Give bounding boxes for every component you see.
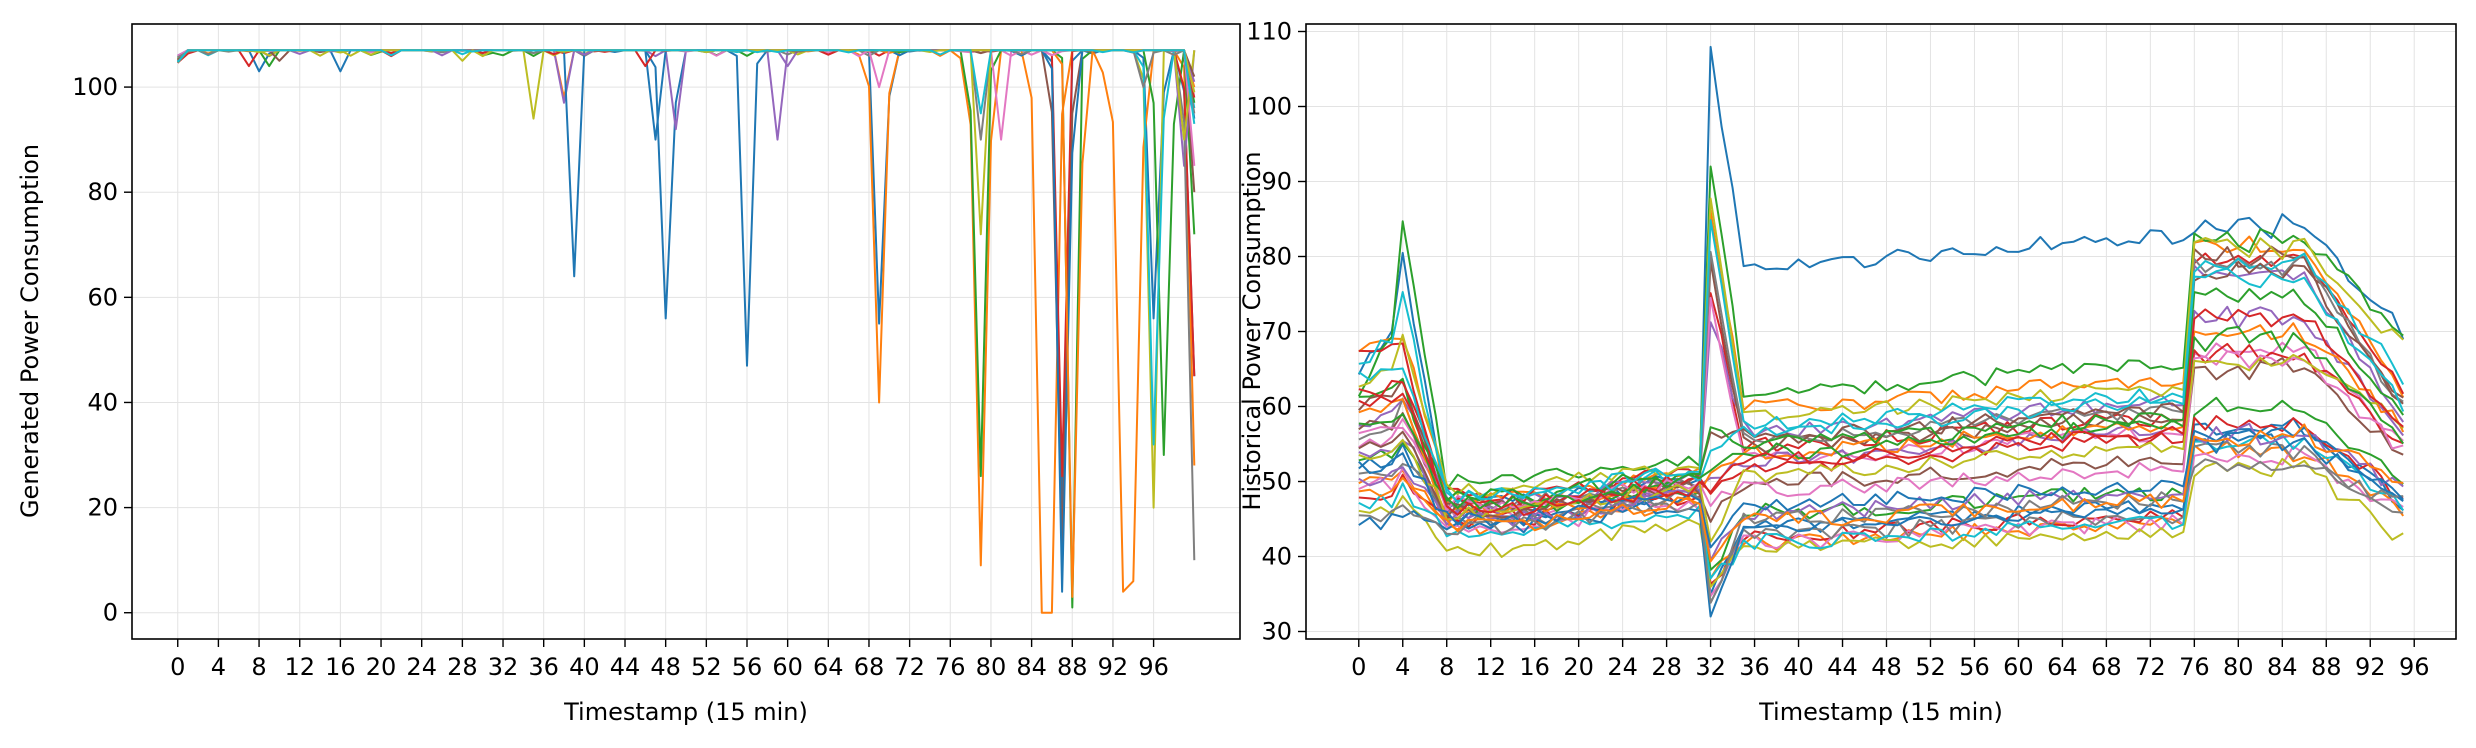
- right-series-line-18: [1358, 440, 2404, 604]
- right-x-tick-label: 72: [2135, 653, 2166, 681]
- right-x-tick-label: 16: [1519, 653, 1550, 681]
- right-series-line-23: [1358, 287, 2405, 503]
- right-y-axis-label: Historical Power Consumption: [1238, 151, 1266, 510]
- right-x-tick-label: 96: [2399, 653, 2430, 681]
- right-y-tick-label: 100: [1246, 93, 1292, 121]
- left-y-tick-label: 40: [87, 388, 118, 416]
- right-series-line-24: [1358, 342, 2404, 510]
- left-x-tick-label: 96: [1138, 653, 1169, 681]
- right-x-tick-label: 92: [2355, 653, 2386, 681]
- right-series-line-32: [1358, 423, 2404, 563]
- right-series-line-30: [1358, 267, 2405, 504]
- right-x-tick-label: 0: [1351, 653, 1366, 681]
- left-y-tick-label: 20: [87, 494, 118, 522]
- left-x-tick-label: 12: [284, 653, 315, 681]
- right-x-ticks: 0 4 8 12 16 20 24 28 32 36 40 44 48 52 56 60 64 68 72 76 80 8…: [1351, 639, 2429, 681]
- right-series-line-27: [1358, 350, 2404, 513]
- right-x-tick-label: 84: [2267, 653, 2298, 681]
- right-grid: [1306, 24, 2456, 639]
- left-x-tick-label: 64: [813, 653, 844, 681]
- left-x-tick-label: 48: [650, 653, 681, 681]
- left-x-tick-label: 16: [325, 653, 356, 681]
- left-x-tick-label: 60: [772, 653, 803, 681]
- right-x-tick-label: 88: [2311, 653, 2342, 681]
- right-x-tick-label: 64: [2047, 653, 2078, 681]
- left-x-tick-label: 56: [732, 653, 763, 681]
- right-x-tick-label: 56: [1959, 653, 1990, 681]
- right-x-tick-label: 28: [1651, 653, 1682, 681]
- right-y-tick-label: 40: [1261, 543, 1292, 571]
- left-x-tick-label: 72: [894, 653, 925, 681]
- left-x-tick-label: 4: [211, 653, 226, 681]
- left-x-tick-label: 68: [854, 653, 885, 681]
- right-x-tick-label: 36: [1739, 653, 1770, 681]
- left-x-axis-label: Timestamp (15 min): [563, 698, 808, 726]
- right-x-tick-label: 44: [1827, 653, 1858, 681]
- left-y-tick-label: 0: [103, 599, 118, 627]
- right-series-line-14: [1358, 415, 2404, 585]
- right-y-tick-label: 50: [1261, 468, 1292, 496]
- right-x-tick-label: 12: [1475, 653, 1506, 681]
- right-y-tick-label: 30: [1261, 618, 1292, 646]
- right-x-tick-label: 48: [1871, 653, 1902, 681]
- right-x-tick-label: 80: [2223, 653, 2254, 681]
- left-plot-frame: [131, 23, 1241, 640]
- left-x-tick-label: 80: [976, 653, 1007, 681]
- right-series-line-31: [1358, 426, 2404, 549]
- left-x-tick-label: 44: [610, 653, 641, 681]
- right-series-line-17: [1358, 445, 2404, 598]
- right-series-line-28: [1358, 458, 2404, 604]
- right-x-tick-label: 52: [1915, 653, 1946, 681]
- right-x-tick-label: 40: [1783, 653, 1814, 681]
- right-series-line-9: [1358, 197, 2404, 497]
- right-x-tick-label: 60: [2003, 653, 2034, 681]
- right-y-tick-label: 90: [1261, 168, 1292, 196]
- left-x-tick-label: 20: [366, 653, 397, 681]
- left-grid: [132, 24, 1240, 639]
- left-x-ticks: 0 4 8 12 16 20 24 28 32 36 40 44 48 52 56 60 64 68 72 76 80 8…: [170, 639, 1169, 681]
- left-x-tick-label: 8: [251, 653, 266, 681]
- left-x-tick-label: 40: [569, 653, 600, 681]
- right-x-axis-label: Timestamp (15 min): [1758, 698, 2003, 726]
- right-x-tick-label: 4: [1395, 653, 1410, 681]
- left-x-tick-label: 0: [170, 653, 185, 681]
- right-x-tick-label: 32: [1695, 653, 1726, 681]
- left-x-tick-label: 88: [1057, 653, 1088, 681]
- left-x-tick-label: 76: [935, 653, 966, 681]
- right-x-tick-label: 8: [1439, 653, 1454, 681]
- right-y-ticks: 30 40 50 60 70 80 90 100 110: [1246, 18, 1306, 646]
- left-y-tick-label: 60: [87, 283, 118, 311]
- left-x-tick-label: 28: [447, 653, 478, 681]
- left-x-tick-label: 52: [691, 653, 722, 681]
- right-series-lines: [1357, 45, 2405, 618]
- left-x-tick-label: 24: [406, 653, 437, 681]
- right-y-tick-label: 70: [1261, 318, 1292, 346]
- left-y-tick-label: 80: [87, 178, 118, 206]
- left-series-lines: [176, 49, 1196, 614]
- right-series-line-33: [1358, 325, 2405, 510]
- right-y-tick-label: 110: [1246, 18, 1292, 46]
- generated-power-chart: 0 4 8 12 16 20 24 28 32 36 40 44 48 52 56 60 64 68 72 76 80 8…: [16, 23, 1241, 726]
- left-x-tick-label: 32: [488, 653, 519, 681]
- left-x-tick-label: 36: [528, 653, 559, 681]
- left-x-tick-label: 92: [1098, 653, 1129, 681]
- right-y-tick-label: 60: [1261, 393, 1292, 421]
- right-y-tick-label: 80: [1261, 243, 1292, 271]
- left-x-tick-label: 84: [1016, 653, 1047, 681]
- right-series-line-34: [1358, 308, 2404, 517]
- right-x-tick-label: 20: [1563, 653, 1594, 681]
- left-y-tick-label: 100: [72, 73, 118, 101]
- historical-power-chart: 0 4 8 12 16 20 24 28 32 36 40 44 48 52 56 60 64 68 72 76 80 8…: [1238, 18, 2457, 726]
- right-series-line-10: [1358, 219, 2405, 502]
- right-series-line-3: [1357, 165, 2404, 491]
- right-x-tick-label: 24: [1607, 653, 1638, 681]
- right-x-tick-label: 68: [2091, 653, 2122, 681]
- left-series-line-20: [176, 49, 1196, 125]
- right-x-tick-label: 76: [2179, 653, 2210, 681]
- left-y-axis-label: Generated Power Consumption: [16, 144, 44, 518]
- left-y-ticks: 0 20 40 60 80 100: [72, 73, 132, 627]
